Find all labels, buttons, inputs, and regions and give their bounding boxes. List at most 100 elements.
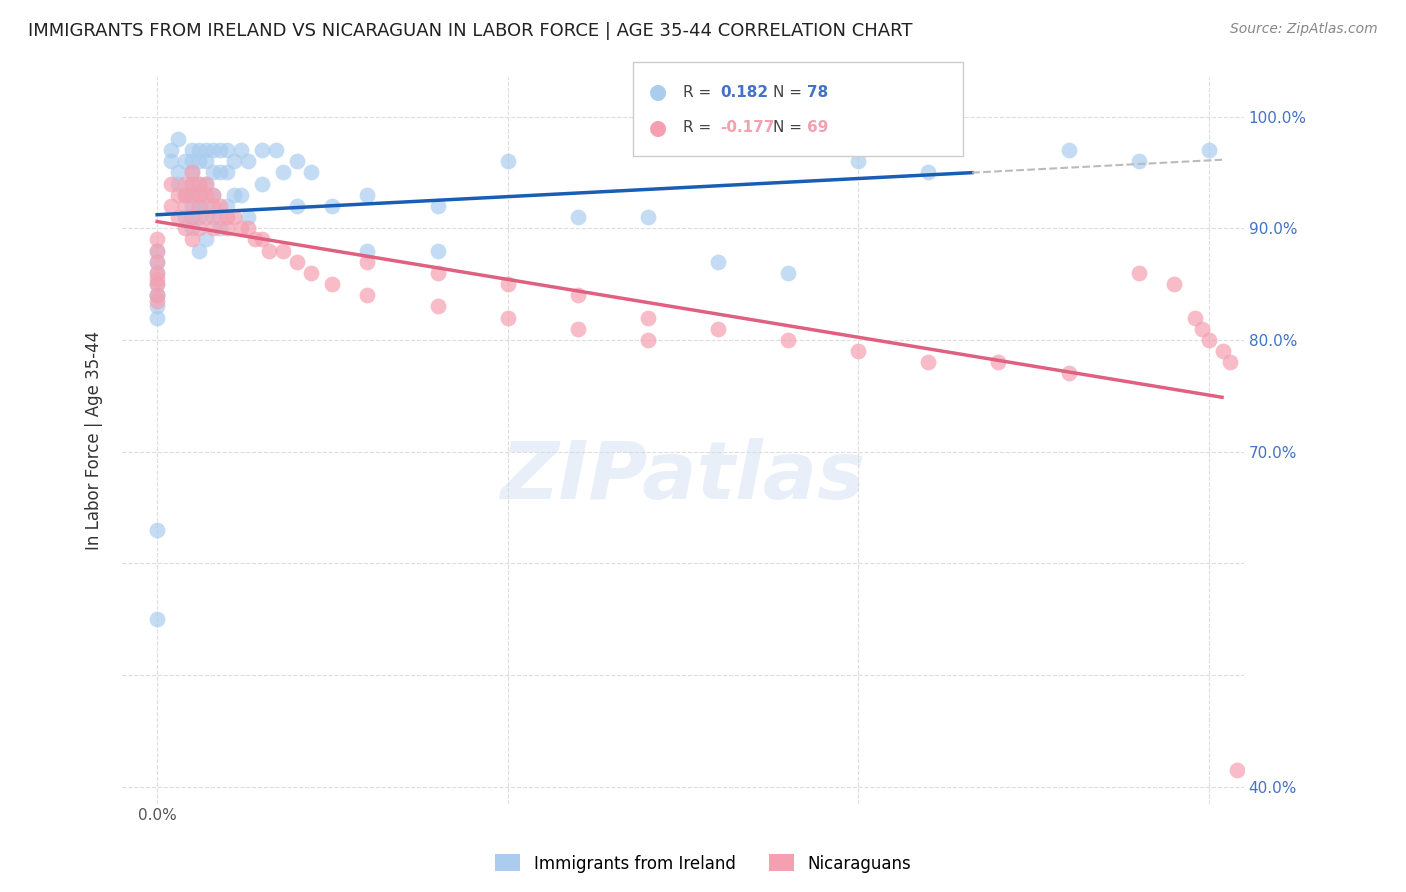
Point (188, 210, 211, 224)
Point (231, 143, 253, 157)
Point (426, 300, 449, 314)
Point (146, 271, 169, 285)
Point (195, 199, 218, 213)
Point (188, 143, 211, 157)
Point (637, 333, 659, 347)
Point (146, 523, 169, 537)
Point (188, 199, 211, 213)
Point (846, 344, 869, 359)
Point (146, 300, 169, 314)
Point (567, 288, 589, 302)
Point (174, 210, 197, 224)
Point (181, 199, 204, 213)
Point (146, 244, 169, 258)
Point (224, 187, 246, 202)
Point (231, 221, 253, 235)
Point (209, 210, 232, 224)
Point (181, 165, 204, 179)
Point (188, 187, 211, 202)
Y-axis label: In Labor Force | Age 35-44: In Labor Force | Age 35-44 (86, 331, 103, 550)
Point (285, 199, 308, 213)
Point (181, 177, 204, 191)
Point (146, 310, 169, 325)
Point (299, 165, 322, 179)
Point (252, 143, 274, 157)
Point (181, 177, 204, 191)
Point (238, 154, 260, 169)
Point (174, 154, 197, 169)
Point (1226, 763, 1249, 777)
Point (238, 221, 260, 235)
Point (567, 210, 589, 224)
Text: -0.177: -0.177 (720, 120, 775, 136)
Point (174, 187, 197, 202)
Text: IMMIGRANTS FROM IRELAND VS NICARAGUAN IN LABOR FORCE | AGE 35-44 CORRELATION CHA: IMMIGRANTS FROM IRELAND VS NICARAGUAN IN… (28, 22, 912, 40)
Text: Source: ZipAtlas.com: Source: ZipAtlas.com (1230, 22, 1378, 37)
Point (271, 244, 294, 258)
Point (321, 199, 343, 213)
Point (1057, 143, 1080, 157)
Point (224, 154, 246, 169)
Point (146, 612, 169, 626)
Point (202, 143, 225, 157)
Point (356, 254, 378, 268)
Point (217, 221, 239, 235)
Point (202, 210, 225, 224)
Point (637, 210, 659, 224)
Point (181, 143, 204, 157)
Point (181, 210, 204, 224)
Point (146, 266, 169, 280)
Point (217, 210, 239, 224)
Point (160, 177, 183, 191)
Point (188, 187, 211, 202)
Point (202, 165, 225, 179)
Point (209, 221, 232, 235)
Point (224, 210, 246, 224)
Text: 69: 69 (807, 120, 828, 136)
Point (181, 232, 204, 246)
Point (195, 177, 218, 191)
Point (188, 154, 211, 169)
Point (1212, 344, 1234, 359)
Point (188, 221, 211, 235)
Point (259, 244, 281, 258)
Point (181, 210, 204, 224)
Point (217, 143, 239, 157)
Text: ●: ● (650, 118, 666, 138)
Text: ●: ● (650, 82, 666, 103)
Point (1163, 277, 1185, 292)
Point (160, 143, 183, 157)
Point (188, 177, 211, 191)
Text: 78: 78 (807, 85, 828, 100)
Point (778, 266, 800, 280)
Point (167, 187, 190, 202)
Point (174, 199, 197, 213)
Point (195, 177, 218, 191)
Point (271, 165, 294, 179)
Point (146, 293, 169, 308)
Point (146, 266, 169, 280)
Point (146, 254, 169, 268)
Point (202, 187, 225, 202)
Point (285, 254, 308, 268)
Point (1128, 266, 1150, 280)
Point (266, 143, 288, 157)
Point (231, 187, 253, 202)
Point (496, 154, 519, 169)
Point (195, 232, 218, 246)
Point (356, 244, 378, 258)
Point (567, 322, 589, 336)
Point (426, 244, 449, 258)
Point (846, 154, 869, 169)
Point (195, 143, 218, 157)
Point (209, 143, 232, 157)
Point (252, 177, 274, 191)
Text: N =: N = (773, 120, 807, 136)
Point (167, 132, 190, 146)
Point (146, 254, 169, 268)
Point (188, 244, 211, 258)
Point (496, 310, 519, 325)
Point (426, 199, 449, 213)
Point (1198, 333, 1220, 347)
Point (1219, 355, 1241, 369)
